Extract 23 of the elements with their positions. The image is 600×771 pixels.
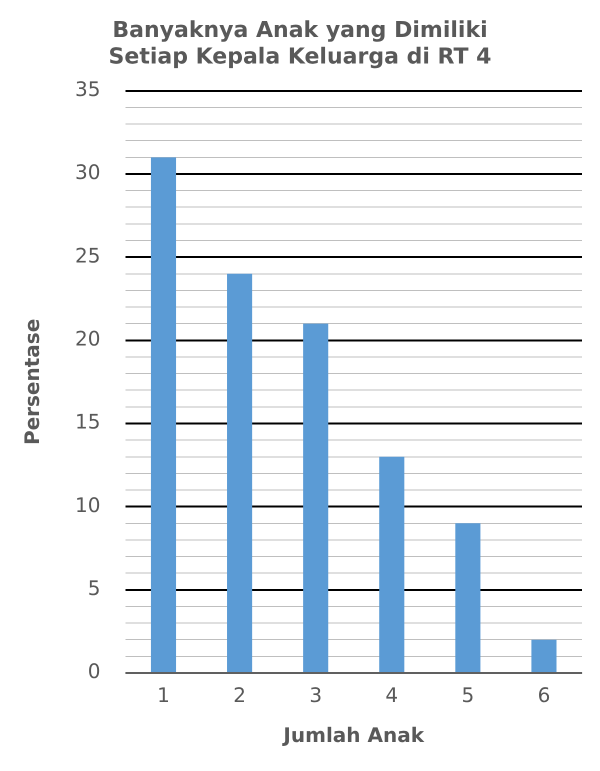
x-tick-label: 5 xyxy=(461,683,474,708)
bar xyxy=(227,274,252,672)
y-tick-label: 25 xyxy=(74,243,100,268)
y-tick-label: 15 xyxy=(74,410,100,434)
bar xyxy=(379,456,404,672)
y-tick-label: 30 xyxy=(74,160,100,184)
x-tick-label: 4 xyxy=(385,683,398,708)
y-axis-title: Persentase xyxy=(20,318,44,446)
y-tick-label: 35 xyxy=(74,77,100,102)
y-tick-label: 10 xyxy=(74,492,100,517)
x-tick-label: 2 xyxy=(233,683,246,708)
x-axis-title: Jumlah Anak xyxy=(281,723,425,748)
x-tick-label: 6 xyxy=(538,683,550,708)
y-tick-label: 0 xyxy=(88,659,100,684)
x-tick-label: 3 xyxy=(309,683,322,708)
chart-title: Banyaknya Anak yang Dimiliki Setiap Kepala Keluarga di RT 4 xyxy=(108,18,492,70)
y-tick-label: 20 xyxy=(74,326,100,351)
bar xyxy=(531,640,557,672)
bar xyxy=(150,157,176,672)
x-tick-label: 1 xyxy=(157,683,170,708)
y-tick-label: 5 xyxy=(88,576,100,600)
bar xyxy=(455,523,480,672)
bar xyxy=(303,324,328,672)
